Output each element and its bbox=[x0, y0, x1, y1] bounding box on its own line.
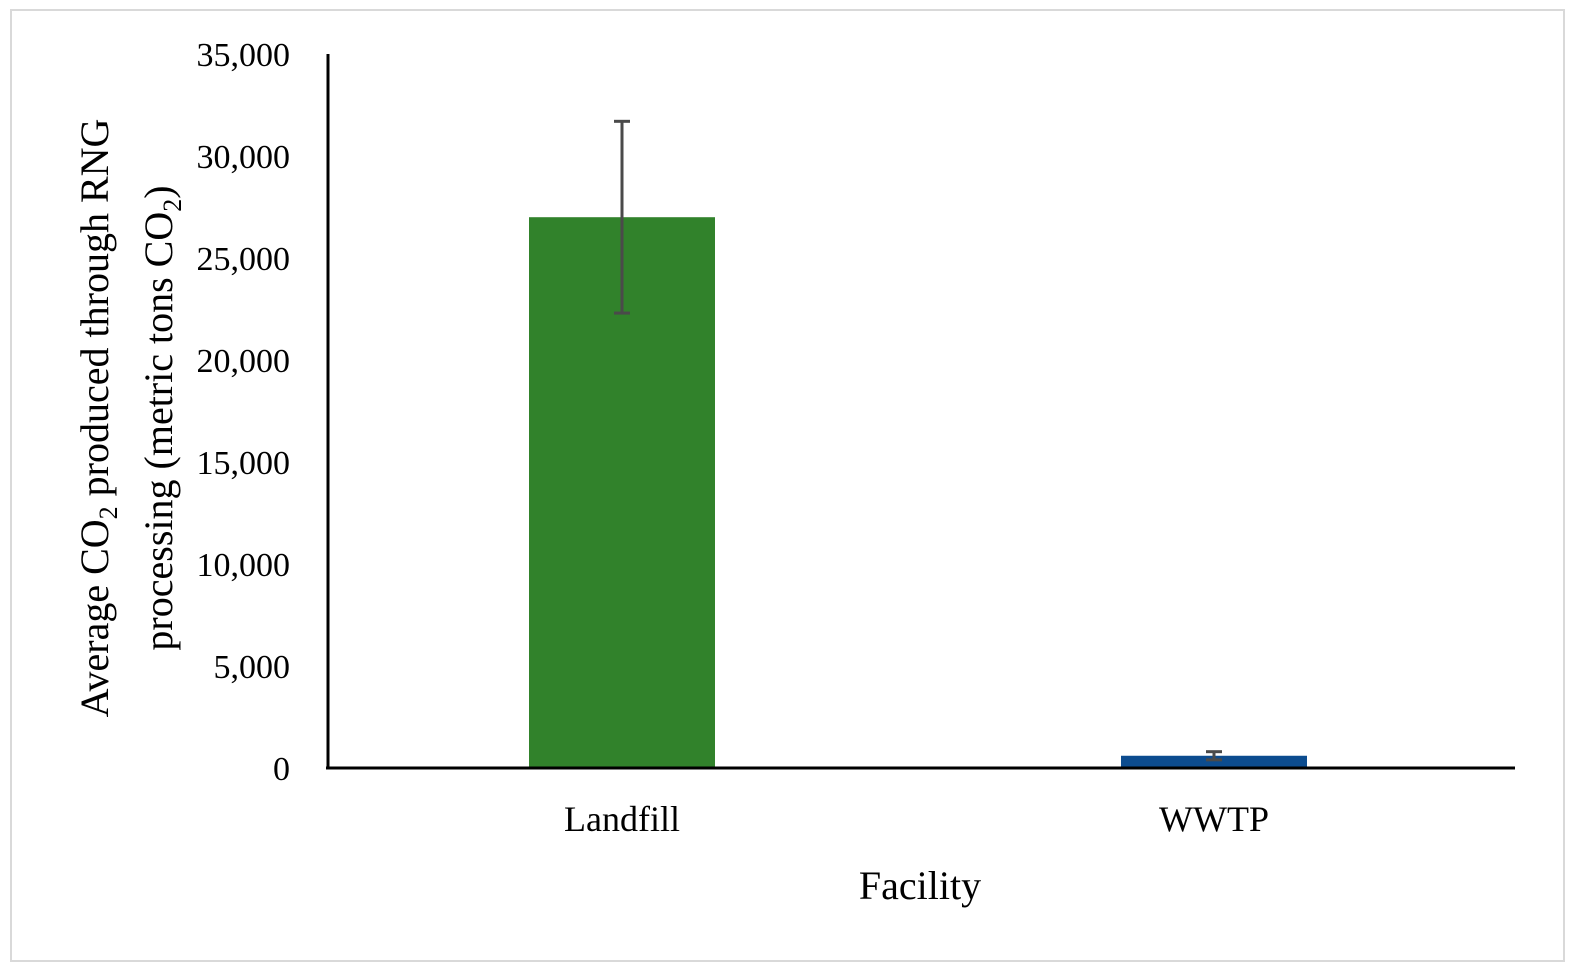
svg-text:processing (metric tons CO2): processing (metric tons CO2) bbox=[136, 185, 187, 650]
bars bbox=[529, 217, 1307, 768]
y-tick-label: 0 bbox=[273, 751, 290, 788]
error-bar-landfill bbox=[614, 119, 630, 315]
bar-wwtp bbox=[1121, 755, 1307, 768]
y-tick-label: 35,000 bbox=[197, 37, 291, 74]
y-tick-labels: 0 5,000 10,000 15,000 20,000 25,000 30,000 35,0… bbox=[197, 37, 291, 788]
y-tick-label: 5,000 bbox=[214, 649, 291, 686]
y-axis-title: Average CO2 produced through RNG process… bbox=[72, 119, 187, 718]
svg-text:Average CO2 produced through R: Average CO2 produced through RNG bbox=[72, 119, 123, 718]
y-tick-label: 20,000 bbox=[197, 343, 291, 380]
y-axis-title-line1-b: produced through RNG bbox=[72, 119, 117, 507]
x-category-label-wwtp: WWTP bbox=[1159, 799, 1269, 839]
y-tick-label: 30,000 bbox=[197, 139, 291, 176]
x-category-labels: Landfill WWTP bbox=[564, 799, 1269, 839]
chart-frame bbox=[10, 9, 1565, 962]
x-category-label-landfill: Landfill bbox=[564, 799, 680, 839]
y-tick-label: 15,000 bbox=[197, 445, 291, 482]
y-axis-title-line1-a: Average CO bbox=[72, 519, 117, 717]
error-bar-wwtp bbox=[1206, 750, 1222, 762]
error-bars bbox=[614, 119, 1222, 762]
y-axis-title-line1-sub: 2 bbox=[94, 506, 123, 519]
y-tick-label: 10,000 bbox=[197, 547, 291, 584]
y-axis-title-line2-sub: 2 bbox=[158, 199, 187, 212]
x-axis-title: Facility bbox=[859, 863, 981, 908]
y-tick-label: 25,000 bbox=[197, 241, 291, 278]
y-axis-title-line2-b: ) bbox=[136, 185, 181, 198]
y-axis-title-line2-a: processing (metric tons CO bbox=[136, 212, 181, 651]
